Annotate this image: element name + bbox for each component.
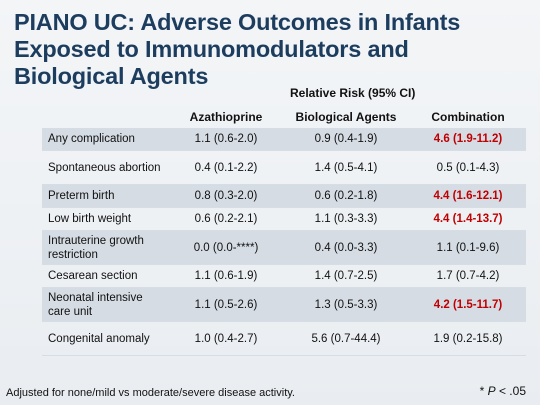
- bio-value: 0.4 (0.0-3.3): [282, 230, 410, 265]
- slide-title: PIANO UC: Adverse Outcomes in Infants Ex…: [14, 9, 461, 89]
- aza-value: 1.0 (0.4-2.7): [170, 321, 282, 356]
- outcome-label: Preterm birth: [42, 184, 170, 208]
- bio-value: 1.4 (0.5-4.1): [282, 150, 410, 185]
- p-value-note: * P < .05: [480, 384, 526, 398]
- table-row: Any complication 1.1 (0.6-2.0) 0.9 (0.4-…: [42, 128, 526, 151]
- combo-value: 4.4 (1.6-12.1): [410, 184, 526, 208]
- header-outcome: [42, 106, 170, 128]
- table-row: Spontaneous abortion 0.4 (0.1-2.2) 1.4 (…: [42, 150, 526, 185]
- combo-value: 1.7 (0.7-4.2): [410, 264, 526, 288]
- aza-value: 1.1 (0.6-2.0): [170, 128, 282, 151]
- aza-value: 1.1 (0.5-2.6): [170, 287, 282, 322]
- p-note-p: P: [487, 384, 496, 398]
- outcome-label: Neonatal intensive care unit: [42, 287, 170, 322]
- combo-value: 4.4 (1.4-13.7): [410, 207, 526, 231]
- aza-value: 0.6 (0.2-2.1): [170, 207, 282, 231]
- p-note-threshold: < .05: [498, 384, 526, 398]
- relative-risk-header: Relative Risk (95% CI): [290, 86, 416, 100]
- table-row: Low birth weight 0.6 (0.2-2.1) 1.1 (0.3-…: [42, 207, 526, 231]
- outcome-label: Intrauterine growth restriction: [42, 230, 170, 265]
- table-row: Preterm birth 0.8 (0.3-2.0) 0.6 (0.2-1.8…: [42, 184, 526, 208]
- outcomes-table: Azathioprine Biological Agents Combinati…: [42, 106, 526, 356]
- table-row: Intrauterine growth restriction 0.0 (0.0…: [42, 230, 526, 265]
- header-combination: Combination: [431, 110, 505, 124]
- bio-value: 1.3 (0.5-3.3): [282, 287, 410, 322]
- outcome-label: Congenital anomaly: [42, 321, 170, 356]
- bio-value: 0.9 (0.4-1.9): [282, 128, 410, 151]
- outcome-label: Low birth weight: [42, 207, 170, 231]
- bio-value: 5.6 (0.7-44.4): [282, 321, 410, 356]
- table-row: Cesarean section 1.1 (0.6-1.9) 1.4 (0.7-…: [42, 264, 526, 288]
- combo-value: 4.2 (1.5-11.7): [410, 287, 526, 322]
- table-row: Neonatal intensive care unit 1.1 (0.5-2.…: [42, 287, 526, 322]
- table-row: Congenital anomaly 1.0 (0.4-2.7) 5.6 (0.…: [42, 321, 526, 356]
- table-header-row: Azathioprine Biological Agents Combinati…: [42, 106, 526, 128]
- bio-value: 1.4 (0.7-2.5): [282, 264, 410, 288]
- aza-value: 1.1 (0.6-1.9): [170, 264, 282, 288]
- footnote: Adjusted for none/mild vs moderate/sever…: [6, 387, 295, 399]
- outcome-label: Spontaneous abortion: [42, 150, 170, 185]
- outcome-label: Cesarean section: [42, 264, 170, 288]
- bio-value: 0.6 (0.2-1.8): [282, 184, 410, 208]
- combo-value: 1.9 (0.2-15.8): [410, 321, 526, 356]
- combo-value: 1.1 (0.1-9.6): [410, 230, 526, 265]
- aza-value: 0.8 (0.3-2.0): [170, 184, 282, 208]
- aza-value: 0.0 (0.0-****): [170, 230, 282, 265]
- header-biological-agents: Biological Agents: [295, 110, 397, 124]
- combo-value: 4.6 (1.9-11.2): [410, 128, 526, 151]
- combo-value: 0.5 (0.1-4.3): [410, 150, 526, 185]
- aza-value: 0.4 (0.1-2.2): [170, 150, 282, 185]
- bio-value: 1.1 (0.3-3.3): [282, 207, 410, 231]
- outcome-label: Any complication: [42, 128, 170, 151]
- p-note-symbol: *: [479, 384, 485, 398]
- header-azathioprine: Azathioprine: [189, 110, 263, 124]
